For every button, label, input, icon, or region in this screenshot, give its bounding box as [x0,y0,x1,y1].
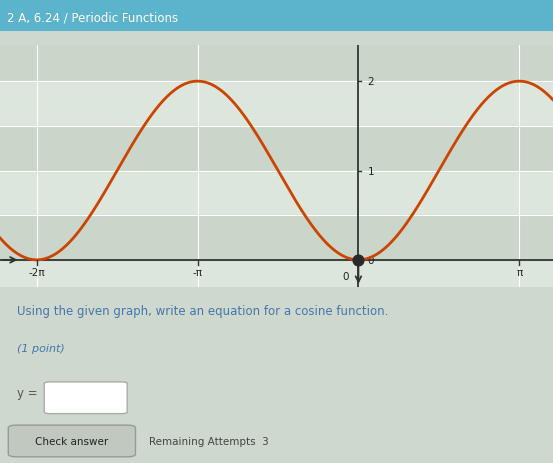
Text: 1: 1 [368,166,374,176]
Bar [0,126,553,171]
Text: -π: -π [192,268,202,277]
Text: Check answer: Check answer [35,436,108,446]
Text: 0: 0 [368,255,374,265]
Text: Remaining Attempts  3: Remaining Attempts 3 [149,436,269,446]
Text: -2π: -2π [28,268,45,277]
Point [354,257,363,264]
Text: π: π [516,268,523,277]
Bar [0,38,553,82]
Text: Using the given graph, write an equation for a cosine function.: Using the given graph, write an equation… [17,305,388,318]
Bar [0,216,553,260]
FancyBboxPatch shape [44,382,127,414]
Text: 0: 0 [342,271,349,281]
Text: (1 point): (1 point) [17,344,64,353]
Text: 2 A, 6.24 / Periodic Functions: 2 A, 6.24 / Periodic Functions [7,11,178,25]
Text: y =: y = [17,386,37,399]
Text: 2: 2 [368,77,374,87]
FancyBboxPatch shape [8,425,135,457]
